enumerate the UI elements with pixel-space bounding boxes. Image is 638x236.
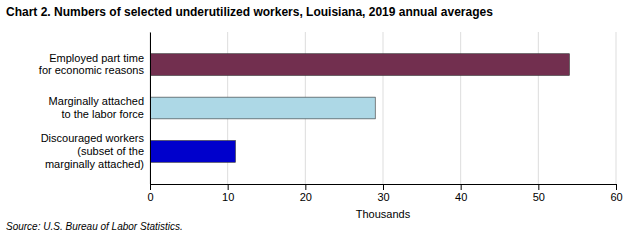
tick-label: 0 xyxy=(147,191,153,203)
tick: Discouraged workers(subset of themargina… xyxy=(41,132,150,169)
axis-line xyxy=(150,33,151,185)
bar xyxy=(150,54,569,76)
tick-mark xyxy=(228,184,229,190)
tick: 20 xyxy=(300,184,312,203)
tick-label: Discouraged workers(subset of themargina… xyxy=(41,132,145,169)
tick-label: 50 xyxy=(533,191,545,203)
y-axis: Discouraged workers(subset of themargina… xyxy=(39,33,151,185)
bars xyxy=(150,54,569,163)
tick: Marginally attachedto the labor force xyxy=(49,95,150,120)
tick: 40 xyxy=(455,184,467,203)
tick-mark xyxy=(461,184,462,190)
tick-mark xyxy=(150,184,151,190)
tick-mark xyxy=(538,184,539,190)
tick-mark xyxy=(305,184,306,190)
tick: 0 xyxy=(147,184,153,203)
axis-line xyxy=(151,185,617,191)
grid-line xyxy=(616,32,617,184)
tick: 60 xyxy=(610,184,622,203)
tick-label: 10 xyxy=(222,191,234,203)
tick-label: 30 xyxy=(377,191,389,203)
tick: 30 xyxy=(377,184,389,203)
grid-line xyxy=(150,32,151,184)
tick-label: 20 xyxy=(300,191,312,203)
tick-label-line: Employed part time xyxy=(49,52,144,64)
tick: 10 xyxy=(222,184,234,203)
tick-mark xyxy=(383,184,384,190)
tick-label: Employed part timefor economic reasons xyxy=(39,52,145,77)
tick-label: 60 xyxy=(610,191,622,203)
tick-label-line: (subset of the xyxy=(77,145,144,157)
title: Chart 2. Numbers of selected underutiliz… xyxy=(6,5,493,19)
tick-label-line: for economic reasons xyxy=(39,64,145,76)
tick-mark xyxy=(616,184,617,190)
grid xyxy=(150,32,616,184)
tick-label-line: marginally attached) xyxy=(45,158,144,170)
x-axis: 0 10 20 30 40 50 60 xyxy=(147,184,622,203)
tick: 50 xyxy=(533,184,545,203)
tick-label-line: to the labor force xyxy=(61,108,144,120)
chart: Chart 2. Numbers of selected underutiliz… xyxy=(0,0,638,236)
plot: 0 10 20 30 40 50 60 Thousands Discouraged worker… xyxy=(39,32,623,220)
tick: Employed part timefor economic reasons xyxy=(39,52,150,77)
source: Source: U.S. Bureau of Labor Statistics. xyxy=(6,221,183,232)
tick-label-line: Discouraged workers xyxy=(41,132,145,144)
tick-label: 40 xyxy=(455,191,467,203)
tick-label-line: Marginally attached xyxy=(49,95,144,107)
x-label: Thousands xyxy=(356,208,411,220)
bar xyxy=(150,97,375,119)
bar xyxy=(150,141,235,163)
tick-label: Marginally attachedto the labor force xyxy=(49,95,144,120)
